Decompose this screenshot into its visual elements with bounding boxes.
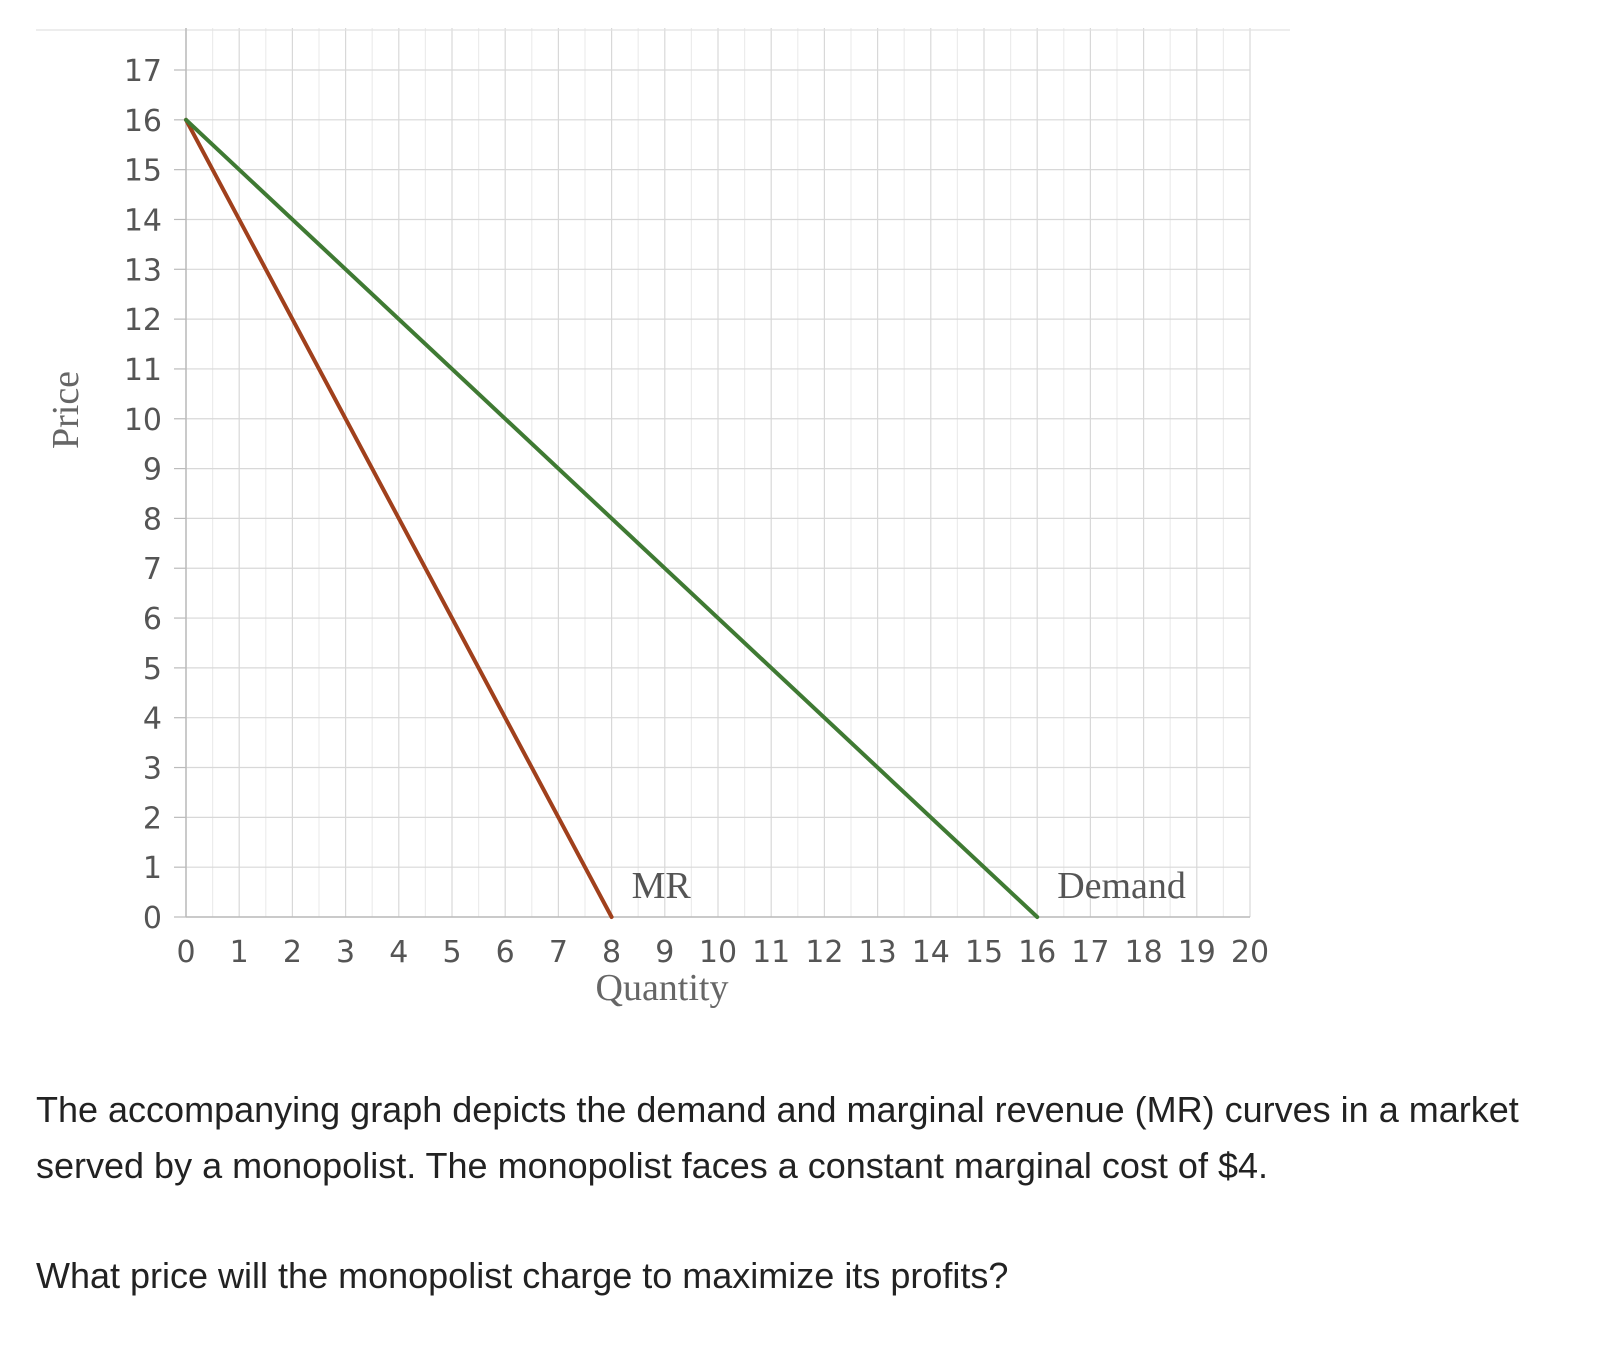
- x-tick-label: 1: [230, 935, 249, 970]
- x-tick-label: 13: [859, 935, 897, 970]
- x-axis-ticks: 0 1 2 3 4 5 6 7 8 9 10 11 12 13 14 15 16 17 18 19 20: [176, 935, 1269, 970]
- x-tick-label: 5: [442, 935, 461, 970]
- question-context: The accompanying graph depicts the deman…: [36, 1089, 1519, 1186]
- x-tick-label: 7: [549, 935, 568, 970]
- y-tick-label: 10: [124, 403, 162, 438]
- x-tick-label: 15: [965, 935, 1003, 970]
- x-tick-label: 4: [389, 935, 408, 970]
- y-tick-label: 12: [124, 303, 162, 338]
- series-line-demand: [184, 117, 1040, 919]
- y-tick-label: 14: [124, 203, 162, 238]
- x-tick-label: 9: [655, 935, 674, 970]
- chart-grid: [36, 28, 1290, 918]
- y-tick-label: 6: [143, 602, 162, 637]
- x-tick-label: 8: [602, 935, 621, 970]
- y-tick-label: 5: [143, 652, 162, 687]
- x-tick-label: 17: [1071, 935, 1109, 970]
- series-label-demand: Demand: [1057, 865, 1186, 907]
- x-tick-label: 20: [1231, 935, 1269, 970]
- y-tick-label: 8: [143, 502, 162, 537]
- y-tick-label: 0: [143, 901, 162, 936]
- y-tick-label: 4: [143, 702, 162, 737]
- y-tick-label: 7: [143, 552, 162, 587]
- y-tick-label: 16: [124, 104, 162, 139]
- x-tick-label: 11: [752, 935, 790, 970]
- x-tick-label: 2: [283, 935, 302, 970]
- y-tick-label: 1: [143, 851, 162, 886]
- x-axis-title: Quantity: [596, 967, 729, 1009]
- x-tick-label: 14: [912, 935, 950, 970]
- x-tick-label: 6: [496, 935, 515, 970]
- y-tick-label: 3: [143, 752, 162, 787]
- y-tick-label: 15: [124, 154, 162, 189]
- y-tick-label: 11: [124, 353, 162, 388]
- y-axis-title: Price: [45, 371, 87, 449]
- series-label-mr: MR: [632, 865, 692, 907]
- chart-axes: [185, 28, 1250, 918]
- x-tick-label: 19: [1178, 935, 1216, 970]
- x-tick-label: 18: [1125, 935, 1163, 970]
- x-tick-label: 16: [1018, 935, 1056, 970]
- y-tick-label: 2: [143, 801, 162, 836]
- chart-series: MR Demand: [184, 117, 1186, 919]
- question-prompt: What price will the monopolist charge to…: [36, 1255, 1009, 1296]
- y-tick-label: 13: [124, 253, 162, 288]
- x-tick-label: 0: [176, 935, 195, 970]
- x-tick-label: 10: [699, 935, 737, 970]
- series-line-mr: [184, 117, 614, 919]
- x-tick-label: 12: [805, 935, 843, 970]
- y-tick-label: 17: [124, 54, 162, 89]
- x-tick-label: 3: [336, 935, 355, 970]
- y-tick-label: 9: [143, 453, 162, 488]
- question-text: The accompanying graph depicts the deman…: [36, 1082, 1576, 1358]
